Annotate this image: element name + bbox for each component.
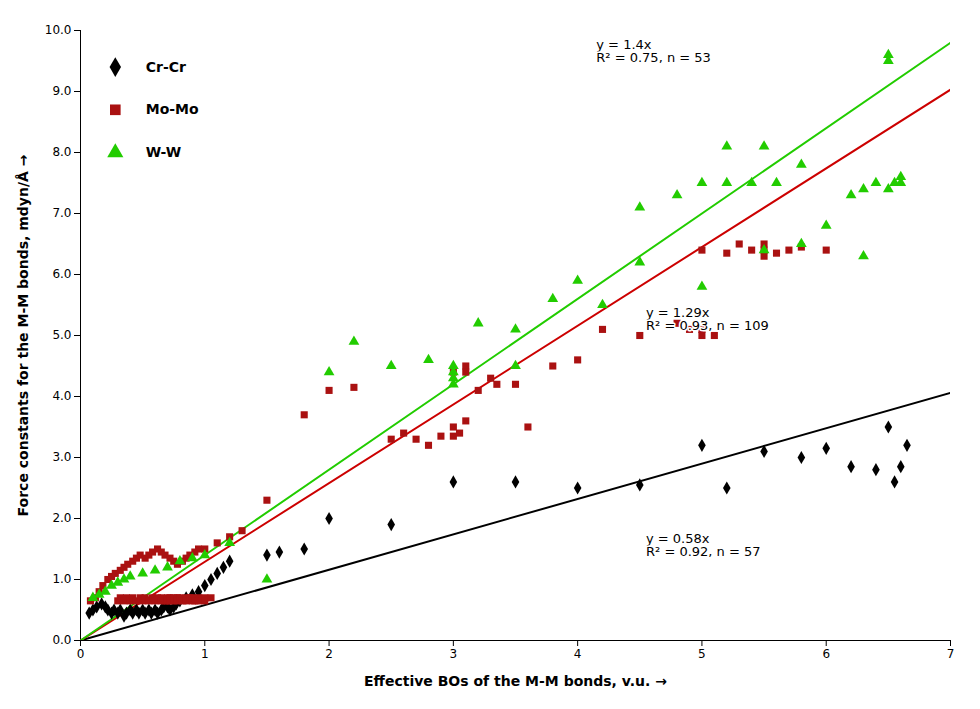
svg-text:W-W: W-W <box>146 144 181 160</box>
svg-text:5: 5 <box>698 647 706 661</box>
svg-text:6: 6 <box>822 647 830 661</box>
svg-text:Mo-Mo: Mo-Mo <box>146 101 199 117</box>
svg-text:0.0: 0.0 <box>52 633 71 647</box>
svg-text:2: 2 <box>325 647 333 661</box>
svg-text:y = 1.29xR² = 0.93, n = 109: y = 1.29xR² = 0.93, n = 109 <box>646 305 769 333</box>
svg-text:Effective BOs of the M-M bonds: Effective BOs of the M-M bonds, v.u. → <box>364 673 667 689</box>
svg-text:10.0: 10.0 <box>45 23 72 37</box>
svg-text:7.0: 7.0 <box>52 206 71 220</box>
svg-text:Force constants for the M-M bo: Force constants for the M-M bonds, mdyn/… <box>15 154 31 516</box>
svg-text:4.0: 4.0 <box>52 389 71 403</box>
svg-text:4: 4 <box>574 647 582 661</box>
svg-text:y = 0.58xR² = 0.92, n = 57: y = 0.58xR² = 0.92, n = 57 <box>646 531 761 559</box>
svg-text:2.0: 2.0 <box>52 511 71 525</box>
svg-text:9.0: 9.0 <box>52 84 71 98</box>
svg-text:3: 3 <box>450 647 458 661</box>
svg-text:6.0: 6.0 <box>52 267 71 281</box>
svg-text:7: 7 <box>947 647 955 661</box>
svg-text:0: 0 <box>77 647 85 661</box>
svg-text:Cr-Cr: Cr-Cr <box>146 59 186 75</box>
svg-text:3.0: 3.0 <box>52 450 71 464</box>
svg-text:y = 1.4xR² = 0.75, n = 53: y = 1.4xR² = 0.75, n = 53 <box>596 37 711 65</box>
svg-text:8.0: 8.0 <box>52 145 71 159</box>
svg-text:1: 1 <box>201 647 209 661</box>
svg-text:1.0: 1.0 <box>52 572 71 586</box>
svg-text:5.0: 5.0 <box>52 328 71 342</box>
